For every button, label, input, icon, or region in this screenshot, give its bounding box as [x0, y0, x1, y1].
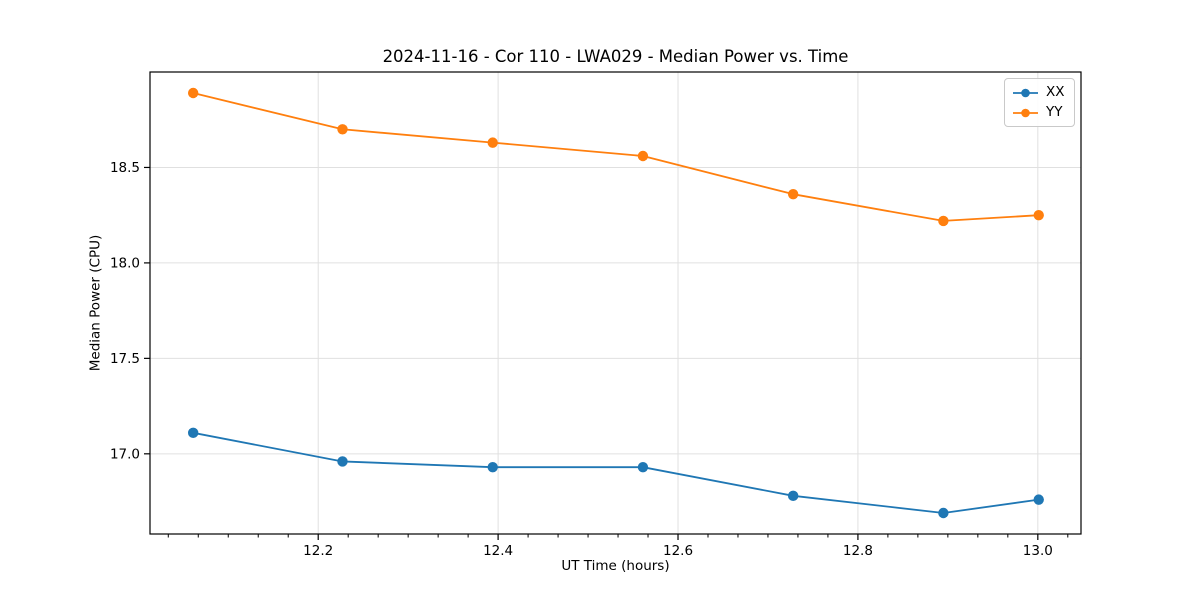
x-axis-label: UT Time (hours)	[561, 558, 670, 574]
svg-text:17.5: 17.5	[110, 351, 140, 367]
svg-text:13.0: 13.0	[1023, 543, 1053, 559]
legend-label-xx: XX	[1046, 84, 1065, 100]
y-axis-label: Median Power (CPU)	[87, 234, 104, 372]
svg-text:12.4: 12.4	[483, 543, 513, 559]
legend-label-yy: YY	[1046, 104, 1063, 120]
svg-text:12.8: 12.8	[843, 543, 873, 559]
svg-text:17.0: 17.0	[110, 446, 140, 462]
svg-text:12.2: 12.2	[303, 543, 333, 559]
chart-title: 2024-11-16 - Cor 110 - LWA029 - Median P…	[382, 47, 849, 66]
legend-item-yy: YY	[1012, 103, 1065, 122]
svg-text:12.6: 12.6	[663, 543, 693, 559]
legend-line-marker-icon	[1013, 108, 1038, 117]
legend-item-xx: XX	[1012, 83, 1065, 102]
legend: XX YY	[1004, 78, 1075, 127]
legend-line-marker-icon	[1013, 88, 1038, 97]
svg-text:18.5: 18.5	[110, 160, 140, 176]
svg-text:18.0: 18.0	[110, 255, 140, 271]
